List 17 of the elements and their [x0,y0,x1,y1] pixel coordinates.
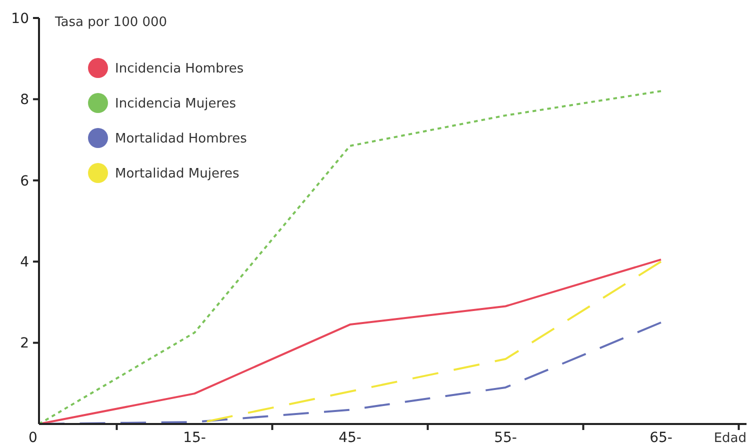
legend-label: Mortalidad Hombres [115,132,248,147]
y-tick-label: 4 [20,254,30,270]
x-tick-label: 55- [494,430,517,445]
y-tick-label: 10 [11,10,29,27]
legend-label: Mortalidad Mujeres [115,166,240,182]
legend-label: Incidencia Mujeres [115,96,236,112]
y-tick-label: 8 [20,92,29,108]
x-axis-title: Edad [714,431,747,445]
legend-label: Incidencia Hombres [115,62,244,77]
y-tick-label: 6 [20,173,30,190]
x-tick-label: 15- [183,430,206,445]
x-tick-label: 65- [650,430,672,445]
x-tick-label: 0 [28,430,38,445]
line-series [38,90,662,425]
y-axis-title: Tasa por 100 000 [54,15,168,30]
y-tick-label: 2 [20,336,29,352]
x-tick-label: 45- [338,430,362,445]
